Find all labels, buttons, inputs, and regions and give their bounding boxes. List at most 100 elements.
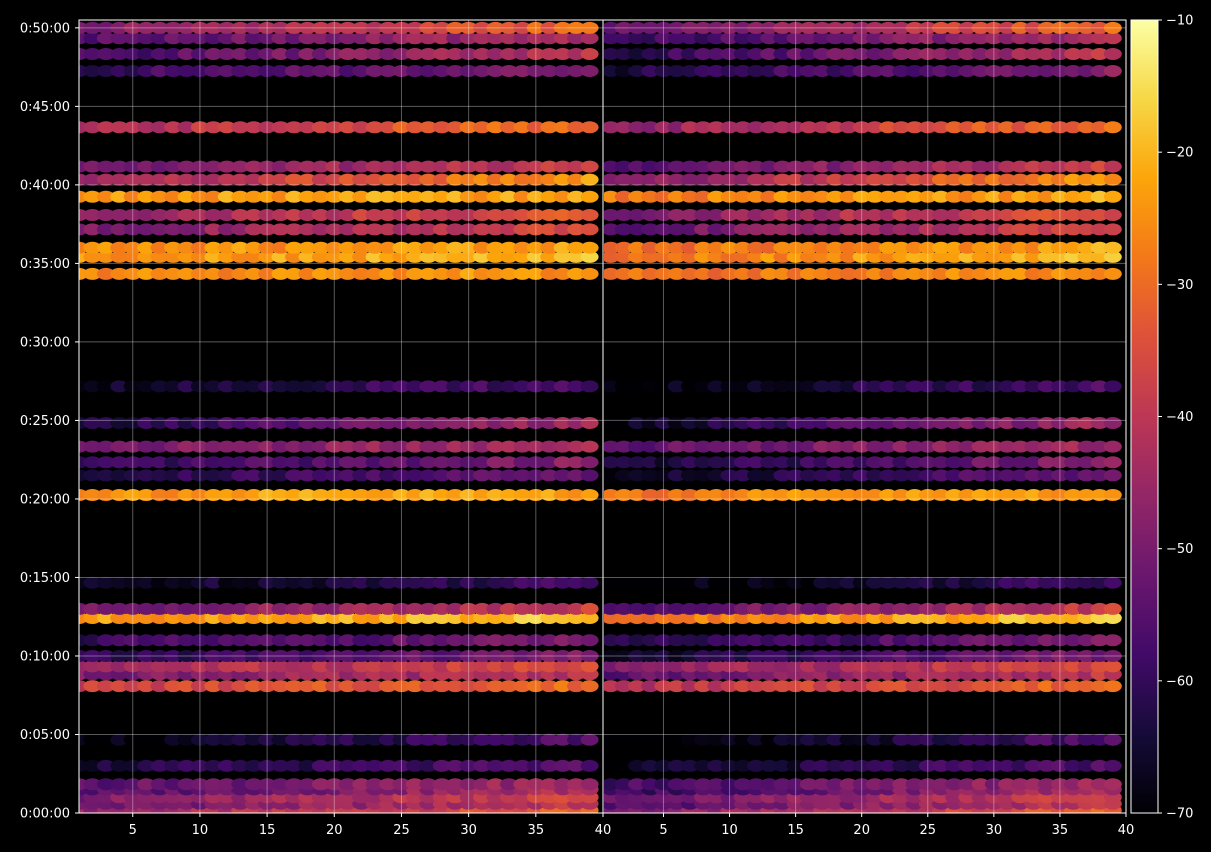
heatmap-cell [958,241,977,254]
heatmap-cell [786,733,805,746]
heatmap-cell [971,778,990,791]
heatmap-cell [1011,121,1030,134]
heatmap-cell [905,209,924,221]
heatmap-cell [694,489,713,501]
heatmap-cell [733,650,752,662]
heatmap-cell [83,576,102,589]
heatmap-cell [813,660,832,673]
heatmap-cell [405,440,424,453]
heatmap-cell [1077,380,1096,393]
heatmap-cell [567,250,586,263]
heatmap-cell [667,65,686,77]
heatmap-cell [958,489,977,501]
heatmap-cell [733,173,752,186]
heatmap-cell [473,21,492,34]
colorbar-ticks: −70−60−50−40−30−20−10 [1158,14,1193,822]
heatmap-cell [580,121,599,134]
heatmap-cell [231,759,250,772]
heatmap-cell [786,778,805,791]
heatmap-cell [379,65,397,77]
heatmap-cell [567,190,586,203]
heatmap-cell [971,21,990,34]
heatmap-cell [1024,778,1043,791]
heatmap-cell [217,456,236,469]
heatmap-cell [614,21,633,34]
heatmap-cell [1050,440,1069,453]
heatmap-cell [628,267,646,280]
heatmap-cell [905,190,924,203]
heatmap-cell [83,469,102,482]
heatmap-cell [473,733,492,746]
heatmap-cell [945,440,964,453]
heatmap-cell [1024,759,1043,772]
heatmap-cell [83,612,102,624]
heatmap-cell [694,612,713,624]
heatmap-cell [526,602,545,615]
heatmap-cell [432,733,451,746]
heatmap-cell [405,267,424,280]
heatmap-cell [459,680,478,693]
heatmap-cell [720,733,739,746]
heatmap-cell [486,223,505,236]
heatmap-cell [419,456,438,469]
heatmap-cell [352,241,371,254]
heatmap-cell [379,680,397,693]
heatmap-cell [984,759,1003,772]
heatmap-cell [945,417,964,429]
colorbar-gradient [1131,20,1158,813]
heatmap-cell [553,173,572,186]
heatmap-cell [852,417,871,429]
heatmap-cell [540,602,559,615]
heatmap-cell [379,241,397,254]
heatmap-cell [419,733,438,746]
heatmap-cell [707,778,726,791]
heatmap-cell [932,759,950,772]
heatmap-cell [499,650,518,662]
heatmap-cell [839,612,858,624]
heatmap-cell [839,209,858,221]
heatmap-cell [1103,173,1122,186]
heatmap-cell [190,660,209,673]
heatmap-cell [217,21,236,34]
heatmap-cell [984,190,1003,203]
heatmap-cell [150,190,169,203]
heatmap-cell [352,650,371,662]
heatmap-cell [110,417,129,429]
heatmap-cell [879,48,898,60]
heatmap-cell [998,576,1017,589]
heatmap-cell [799,456,818,469]
heatmap-cell [419,759,438,772]
heatmap-cell [231,190,250,203]
heatmap-cell [110,489,129,501]
heatmap-cell [459,241,478,254]
heatmap-cell [1037,602,1056,615]
heatmap-cell [540,241,559,254]
heatmap-cell [971,680,990,693]
heatmap-cell [614,456,633,469]
heatmap-cell [918,48,937,60]
heatmap-cell [747,680,765,693]
heatmap-cell [311,65,330,77]
heatmap-cell [580,456,599,469]
heatmap-cell [473,602,492,615]
heatmap-cell [1024,660,1043,673]
heatmap-cell [244,469,263,482]
heatmap-cell [799,733,818,746]
heatmap-cell [918,576,937,589]
heatmap-cell [998,223,1017,236]
heatmap-cell [628,733,646,746]
heatmap-cell [773,759,792,772]
heatmap-cell [379,733,397,746]
heatmap-cell [1064,380,1083,393]
heatmap-cell [486,241,505,254]
heatmap-cell [446,160,465,173]
heatmap-cell [773,417,792,429]
heatmap-cell [971,173,990,186]
heatmap-cell [1024,160,1043,173]
heatmap-cell [244,121,263,134]
heatmap-cell [567,778,586,791]
heatmap-cell [432,602,451,615]
heatmap-cell [839,160,858,173]
heatmap-cell [667,32,686,45]
heatmap-cell [971,250,990,263]
